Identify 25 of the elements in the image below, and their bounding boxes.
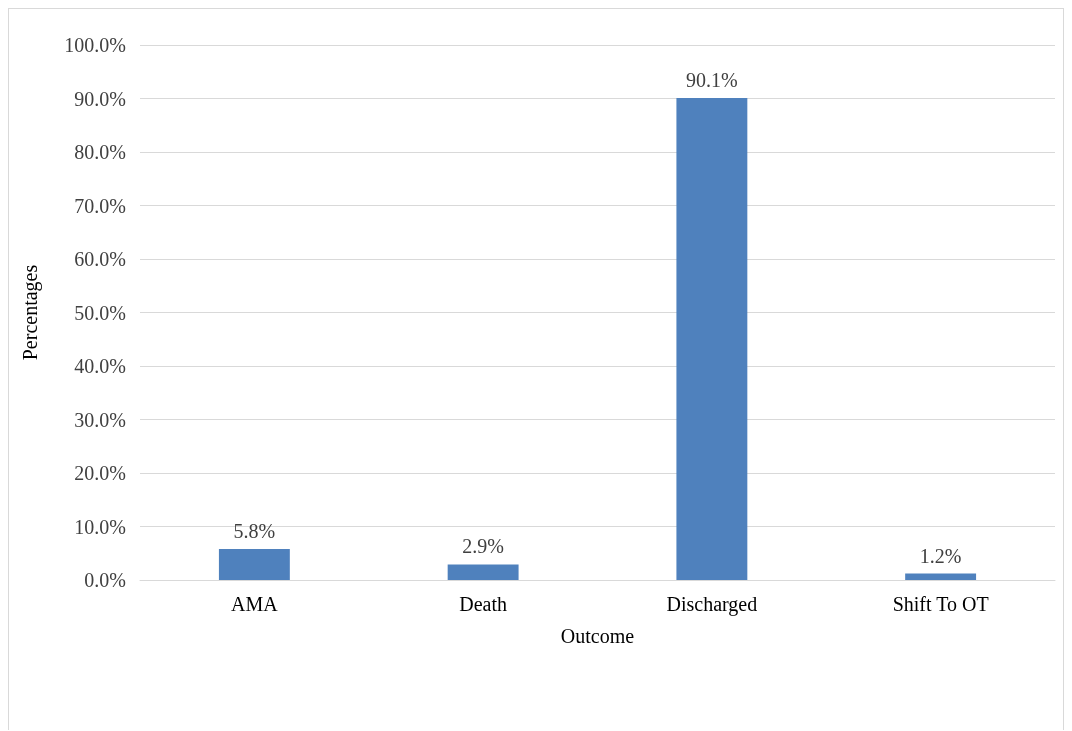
y-tick-label: 10.0% bbox=[74, 515, 126, 538]
data-label: 5.8% bbox=[233, 519, 276, 542]
y-tick-label: 20.0% bbox=[74, 462, 126, 484]
y-tick-label: 30.0% bbox=[74, 408, 126, 431]
bar bbox=[905, 573, 977, 580]
bar bbox=[447, 564, 519, 580]
y-tick-label: 60.0% bbox=[74, 248, 126, 270]
x-tick-label: Discharged bbox=[666, 593, 758, 616]
x-tick-label: AMA bbox=[231, 593, 279, 615]
x-tick-label: Shift To OT bbox=[892, 593, 989, 615]
y-tick-label: 0.0% bbox=[84, 569, 126, 591]
data-label: 90.1% bbox=[686, 68, 738, 91]
data-label: 2.9% bbox=[462, 535, 504, 558]
y-tick-label: 70.0% bbox=[74, 194, 126, 217]
y-tick-label: 100.0% bbox=[64, 34, 126, 56]
y-tick-label: 80.0% bbox=[74, 141, 126, 163]
data-label: 1.2% bbox=[919, 544, 962, 567]
y-tick-label: 40.0% bbox=[74, 355, 126, 377]
bar bbox=[218, 548, 290, 580]
y-tick-label: 50.0% bbox=[74, 301, 126, 324]
x-axis-title: Outcome bbox=[560, 625, 635, 647]
x-tick-label: Death bbox=[459, 593, 508, 615]
bar bbox=[676, 97, 748, 580]
y-axis-title: Percentages bbox=[19, 264, 42, 361]
y-tick-label: 90.0% bbox=[74, 87, 126, 110]
